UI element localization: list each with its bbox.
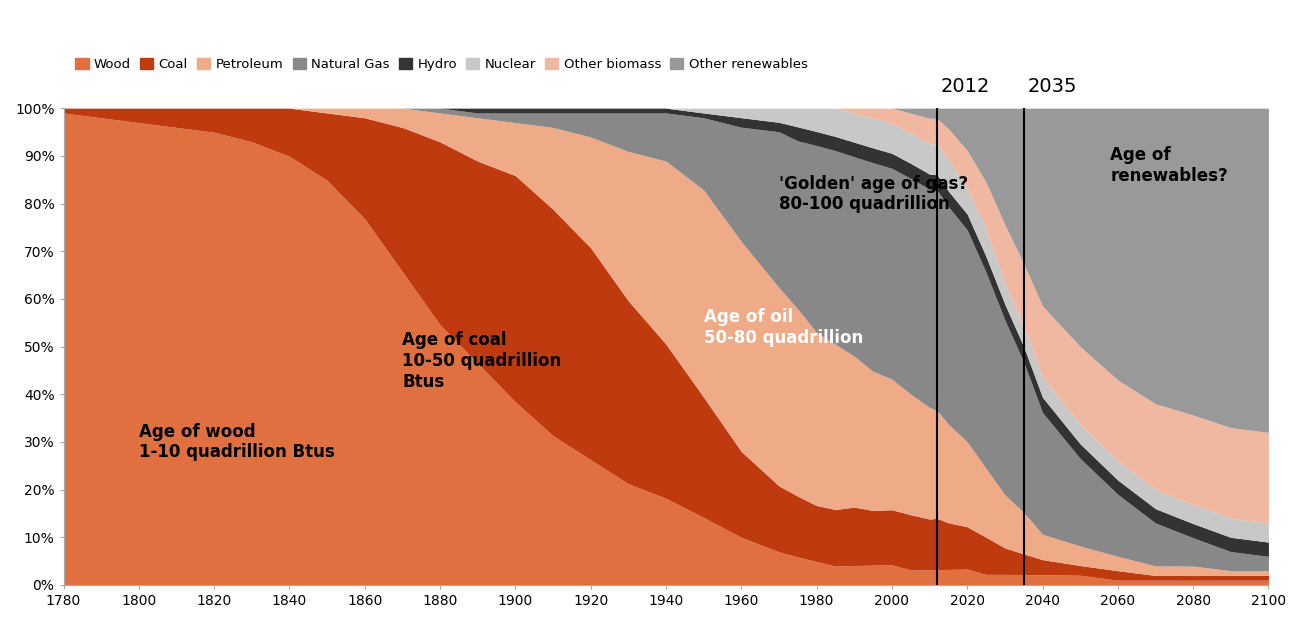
Text: 2035: 2035 (1028, 77, 1077, 96)
Text: 'Golden' age of gas?
80-100 quadrillion: 'Golden' age of gas? 80-100 quadrillion (779, 174, 968, 213)
Text: Age of oil
50-80 quadrillion: Age of oil 50-80 quadrillion (704, 308, 863, 347)
Legend: Wood, Coal, Petroleum, Natural Gas, Hydro, Nuclear, Other biomass, Other renewab: Wood, Coal, Petroleum, Natural Gas, Hydr… (70, 53, 813, 77)
Text: Age of
renewables?: Age of renewables? (1110, 146, 1228, 185)
Text: Age of wood
1-10 quadrillion Btus: Age of wood 1-10 quadrillion Btus (139, 422, 334, 461)
Text: 2012: 2012 (941, 77, 990, 96)
Text: Age of coal
10-50 quadrillion
Btus: Age of coal 10-50 quadrillion Btus (402, 331, 562, 391)
